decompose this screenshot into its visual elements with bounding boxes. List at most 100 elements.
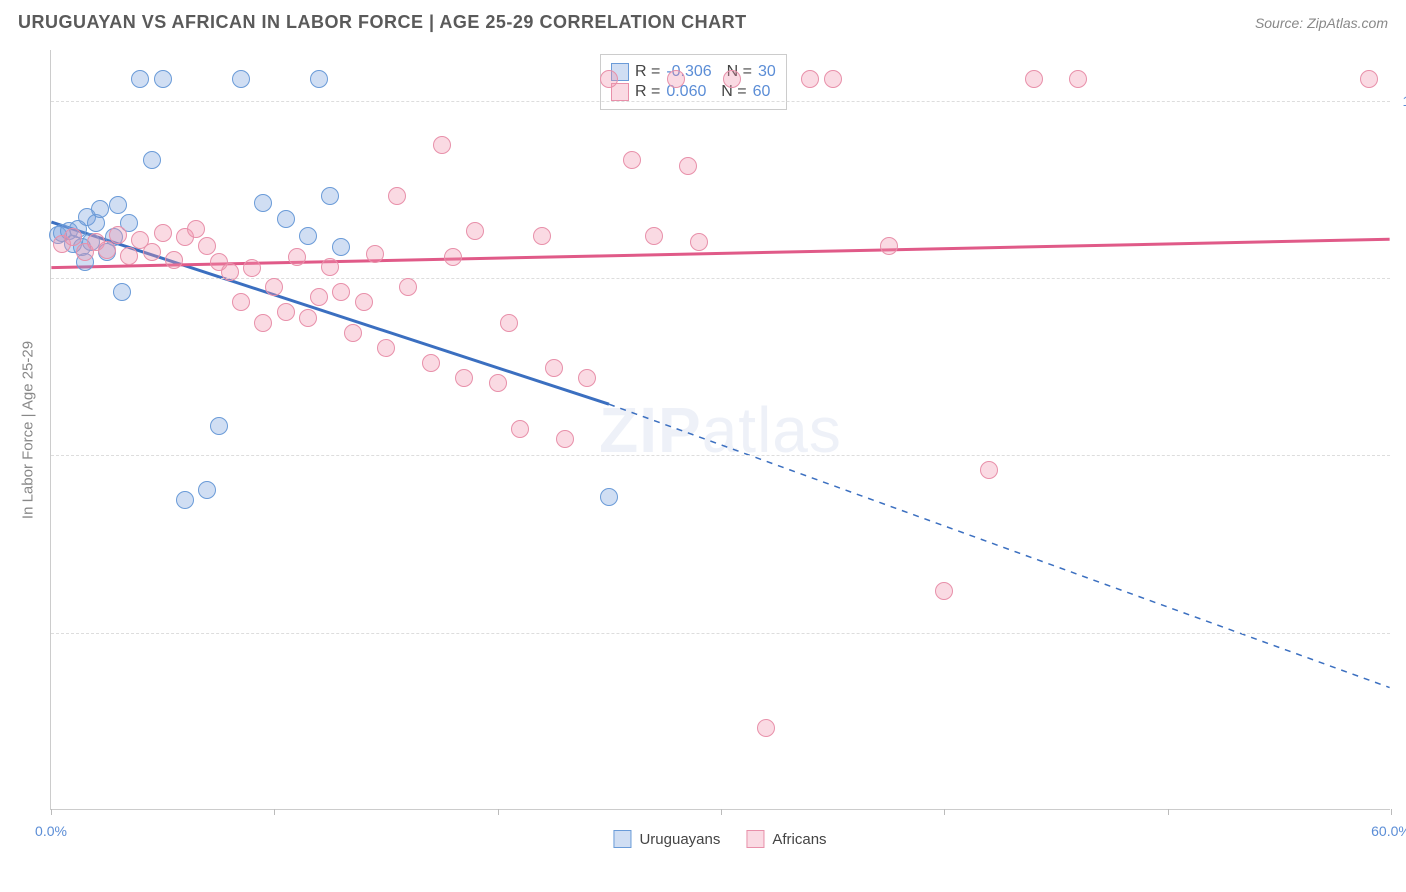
data-point xyxy=(254,194,272,212)
data-point xyxy=(154,70,172,88)
data-point xyxy=(824,70,842,88)
data-point xyxy=(645,227,663,245)
data-point xyxy=(433,136,451,154)
data-point xyxy=(254,314,272,332)
data-point xyxy=(511,420,529,438)
x-tick xyxy=(944,809,945,815)
data-point xyxy=(466,222,484,240)
data-point xyxy=(277,303,295,321)
legend-swatch xyxy=(746,830,764,848)
data-point xyxy=(243,259,261,277)
data-point xyxy=(321,258,339,276)
y-tick-label: 82.5% xyxy=(1395,270,1406,286)
x-tick xyxy=(1168,809,1169,815)
data-point xyxy=(210,417,228,435)
x-tick xyxy=(498,809,499,815)
data-point xyxy=(198,237,216,255)
data-point xyxy=(143,151,161,169)
data-point xyxy=(757,719,775,737)
data-point xyxy=(143,243,161,261)
data-point xyxy=(1025,70,1043,88)
legend-label: Africans xyxy=(772,831,826,848)
legend-item: Uruguayans xyxy=(613,830,720,848)
data-point xyxy=(455,369,473,387)
data-point xyxy=(600,70,618,88)
data-point xyxy=(667,70,685,88)
x-tick-label: 0.0% xyxy=(35,823,67,839)
data-point xyxy=(332,238,350,256)
data-point xyxy=(109,196,127,214)
data-point xyxy=(980,461,998,479)
data-point xyxy=(1069,70,1087,88)
data-point xyxy=(500,314,518,332)
data-point xyxy=(154,224,172,242)
data-point xyxy=(600,488,618,506)
data-point xyxy=(801,70,819,88)
stat-r-label: R = xyxy=(635,83,660,101)
data-point xyxy=(489,374,507,392)
data-point xyxy=(355,293,373,311)
legend-item: Africans xyxy=(746,830,826,848)
data-point xyxy=(578,369,596,387)
x-tick-label: 60.0% xyxy=(1371,823,1406,839)
data-point xyxy=(399,278,417,296)
data-point xyxy=(556,430,574,448)
stats-legend-row: R = 0.060 N = 60 xyxy=(611,83,776,101)
chart-area: In Labor Force | Age 25-29 ZIPatlas R = … xyxy=(50,50,1390,810)
plot-region: ZIPatlas R = -0.306 N = 30R = 0.060 N = … xyxy=(50,50,1390,810)
chart-source: Source: ZipAtlas.com xyxy=(1255,15,1388,31)
gridline xyxy=(51,455,1390,456)
data-point xyxy=(444,248,462,266)
gridline xyxy=(51,278,1390,279)
legend-swatch xyxy=(613,830,631,848)
data-point xyxy=(321,187,339,205)
gridline xyxy=(51,633,1390,634)
stat-n-value: 60 xyxy=(753,83,771,101)
data-point xyxy=(679,157,697,175)
data-point xyxy=(198,481,216,499)
trend-lines-layer xyxy=(51,50,1390,809)
data-point xyxy=(366,245,384,263)
data-point xyxy=(221,263,239,281)
data-point xyxy=(388,187,406,205)
data-point xyxy=(232,293,250,311)
data-point xyxy=(310,70,328,88)
data-point xyxy=(545,359,563,377)
data-point xyxy=(131,70,149,88)
data-point xyxy=(1360,70,1378,88)
data-point xyxy=(344,324,362,342)
chart-title: URUGUAYAN VS AFRICAN IN LABOR FORCE | AG… xyxy=(18,12,747,33)
data-point xyxy=(265,278,283,296)
data-point xyxy=(422,354,440,372)
trend-line-extrapolated xyxy=(609,404,1390,687)
stat-r-label: R = xyxy=(635,63,660,81)
data-point xyxy=(288,248,306,266)
x-tick xyxy=(274,809,275,815)
data-point xyxy=(299,309,317,327)
y-axis-label: In Labor Force | Age 25-29 xyxy=(20,341,37,519)
y-tick-label: 65.0% xyxy=(1395,447,1406,463)
data-point xyxy=(165,251,183,269)
data-point xyxy=(187,220,205,238)
data-point xyxy=(299,227,317,245)
data-point xyxy=(723,70,741,88)
series-legend: Uruguayans Africans xyxy=(613,830,826,848)
data-point xyxy=(310,288,328,306)
data-point xyxy=(176,491,194,509)
y-tick-label: 100.0% xyxy=(1395,93,1406,109)
data-point xyxy=(120,247,138,265)
data-point xyxy=(232,70,250,88)
data-point xyxy=(690,233,708,251)
gridline xyxy=(51,101,1390,102)
data-point xyxy=(109,226,127,244)
legend-label: Uruguayans xyxy=(639,831,720,848)
data-point xyxy=(377,339,395,357)
data-point xyxy=(277,210,295,228)
data-point xyxy=(91,200,109,218)
data-point xyxy=(113,283,131,301)
stats-legend-row: R = -0.306 N = 30 xyxy=(611,63,776,81)
x-tick xyxy=(51,809,52,815)
chart-header: URUGUAYAN VS AFRICAN IN LABOR FORCE | AG… xyxy=(0,0,1406,43)
stat-n-value: 30 xyxy=(758,63,776,81)
x-tick xyxy=(1391,809,1392,815)
